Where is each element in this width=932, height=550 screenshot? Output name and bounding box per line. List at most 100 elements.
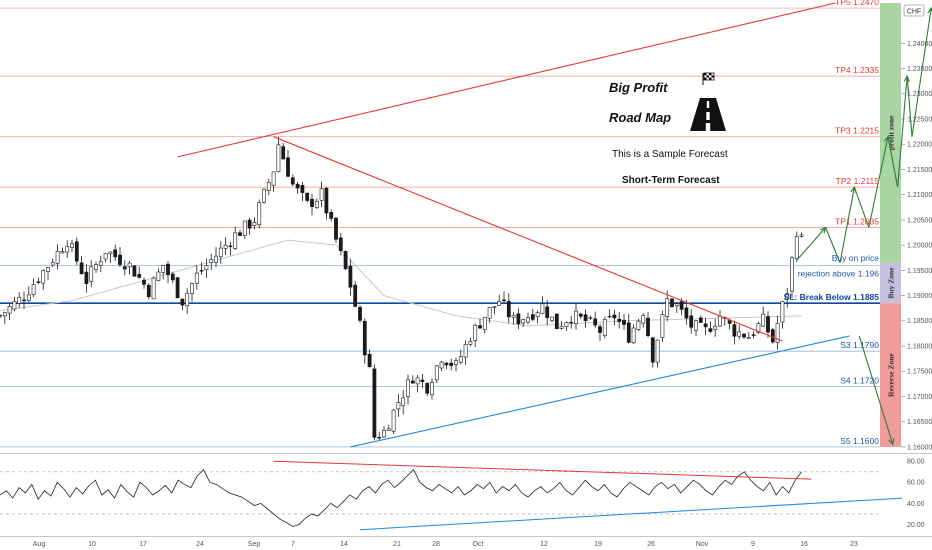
price-tick-12: 1.18000 xyxy=(907,343,932,350)
candle-body-31 xyxy=(146,284,151,298)
candle-body-122 xyxy=(583,314,588,322)
time-tick-2: 17 xyxy=(139,541,147,548)
osc-tick-2: 40.00 xyxy=(907,501,925,508)
candle-body-67 xyxy=(319,188,324,201)
candle-body-17 xyxy=(79,262,84,275)
candle-body-162 xyxy=(775,322,780,343)
candles-layer xyxy=(0,136,804,441)
candle-body-115 xyxy=(550,316,554,321)
time-tick-5: 7 xyxy=(291,541,295,548)
symbol-badge[interactable] xyxy=(903,4,925,17)
forecast-segment-1 xyxy=(825,227,841,264)
price-tick-6: 1.21000 xyxy=(907,192,932,199)
time-tick-15: 16 xyxy=(800,541,808,548)
price-levels-layer xyxy=(0,7,880,448)
candle-body-118 xyxy=(564,322,569,327)
candle-body-41 xyxy=(194,272,199,284)
candle-body-147 xyxy=(703,323,708,328)
candle-body-84 xyxy=(401,397,406,406)
candle-body-40 xyxy=(190,283,194,294)
forecast-segment-8 xyxy=(911,7,932,137)
candle-body-89 xyxy=(425,382,430,394)
zone-2 xyxy=(880,303,901,447)
moving-average-layer xyxy=(0,239,802,327)
candle-body-159 xyxy=(761,313,766,327)
reverse-arrowhead xyxy=(888,438,895,446)
price-tick-2: 1.23000 xyxy=(907,91,932,98)
price-tick-1: 1.23500 xyxy=(907,66,932,73)
time-tick-10: 12 xyxy=(540,541,548,548)
price-tick-3: 1.22500 xyxy=(907,116,932,123)
candle-body-30 xyxy=(142,279,146,285)
osc-trendline-0 xyxy=(273,460,812,480)
candle-body-14 xyxy=(65,246,70,253)
forecast-arrowhead-8 xyxy=(927,6,932,14)
title-line-1: Big Profit xyxy=(609,80,668,95)
candle-body-156 xyxy=(746,337,751,339)
candle-body-158 xyxy=(756,323,761,333)
candle-body-78 xyxy=(372,368,377,438)
price-tick-15: 1.16500 xyxy=(907,419,932,426)
candle-body-60 xyxy=(286,157,290,177)
candle-body-104 xyxy=(497,301,502,306)
osc-trendline-1 xyxy=(359,497,903,531)
trendline-1 xyxy=(273,136,783,342)
candle-body-125 xyxy=(598,326,602,333)
candle-body-59 xyxy=(281,146,286,160)
moving-average-line xyxy=(0,239,802,327)
level-label-7: SL: Break Below 1.1885 xyxy=(784,292,880,302)
candle-body-117 xyxy=(559,326,564,329)
road-icon xyxy=(690,98,726,131)
price-tick-5: 1.21500 xyxy=(907,167,932,174)
time-tick-9: Oct xyxy=(473,541,484,548)
oscillator-trendlines xyxy=(273,460,903,531)
candle-body-4 xyxy=(17,296,22,304)
candle-body-123 xyxy=(588,317,593,319)
oscillator-line xyxy=(0,469,802,528)
candle-body-79 xyxy=(377,436,382,439)
candle-body-121 xyxy=(578,313,583,317)
candle-body-136 xyxy=(650,337,655,363)
candle-body-3 xyxy=(12,301,17,310)
level-label-8: S3 1.1790 xyxy=(840,340,879,350)
candle-body-106 xyxy=(506,301,511,318)
candle-body-54 xyxy=(257,202,262,225)
candle-body-99 xyxy=(473,324,478,341)
candle-body-63 xyxy=(300,185,305,193)
candle-body-128 xyxy=(612,314,617,319)
candle-body-111 xyxy=(530,314,535,320)
time-axis: Aug 10 17 24 Sep 7 14 21 28 Oct 12 19 26 Nov 9 16 23 xyxy=(0,536,932,548)
candle-body-27 xyxy=(127,262,132,268)
candle-body-88 xyxy=(420,379,425,383)
time-tick-1: 10 xyxy=(88,541,96,548)
candle-body-107 xyxy=(511,315,516,318)
candle-body-164 xyxy=(785,293,790,300)
candle-body-82 xyxy=(391,409,396,432)
candle-body-103 xyxy=(492,306,497,308)
candle-body-52 xyxy=(247,219,252,229)
candle-body-140 xyxy=(670,298,674,308)
candle-body-141 xyxy=(674,303,679,307)
candle-body-83 xyxy=(396,402,401,410)
level-label-10: S5 1.1600 xyxy=(840,436,879,446)
candle-body-21 xyxy=(98,261,103,266)
candle-body-8 xyxy=(36,281,41,283)
time-tick-12: 26 xyxy=(647,541,655,548)
candle-body-33 xyxy=(156,271,161,281)
candle-body-153 xyxy=(732,324,737,337)
candle-body-50 xyxy=(238,232,242,236)
candle-body-62 xyxy=(295,183,300,189)
candle-body-0 xyxy=(0,315,2,317)
candle-body-18 xyxy=(84,271,89,285)
time-tick-6: 14 xyxy=(340,541,348,548)
candle-body-98 xyxy=(468,341,473,345)
candle-body-7 xyxy=(31,284,36,295)
zone-1 xyxy=(880,262,901,304)
candle-body-28 xyxy=(132,265,137,277)
candle-body-161 xyxy=(770,329,775,343)
time-tick-11: 19 xyxy=(594,541,602,548)
candle-body-73 xyxy=(348,265,353,288)
forecast-arrows-layer xyxy=(796,6,932,446)
candle-body-143 xyxy=(684,307,689,319)
candle-body-81 xyxy=(386,428,391,431)
